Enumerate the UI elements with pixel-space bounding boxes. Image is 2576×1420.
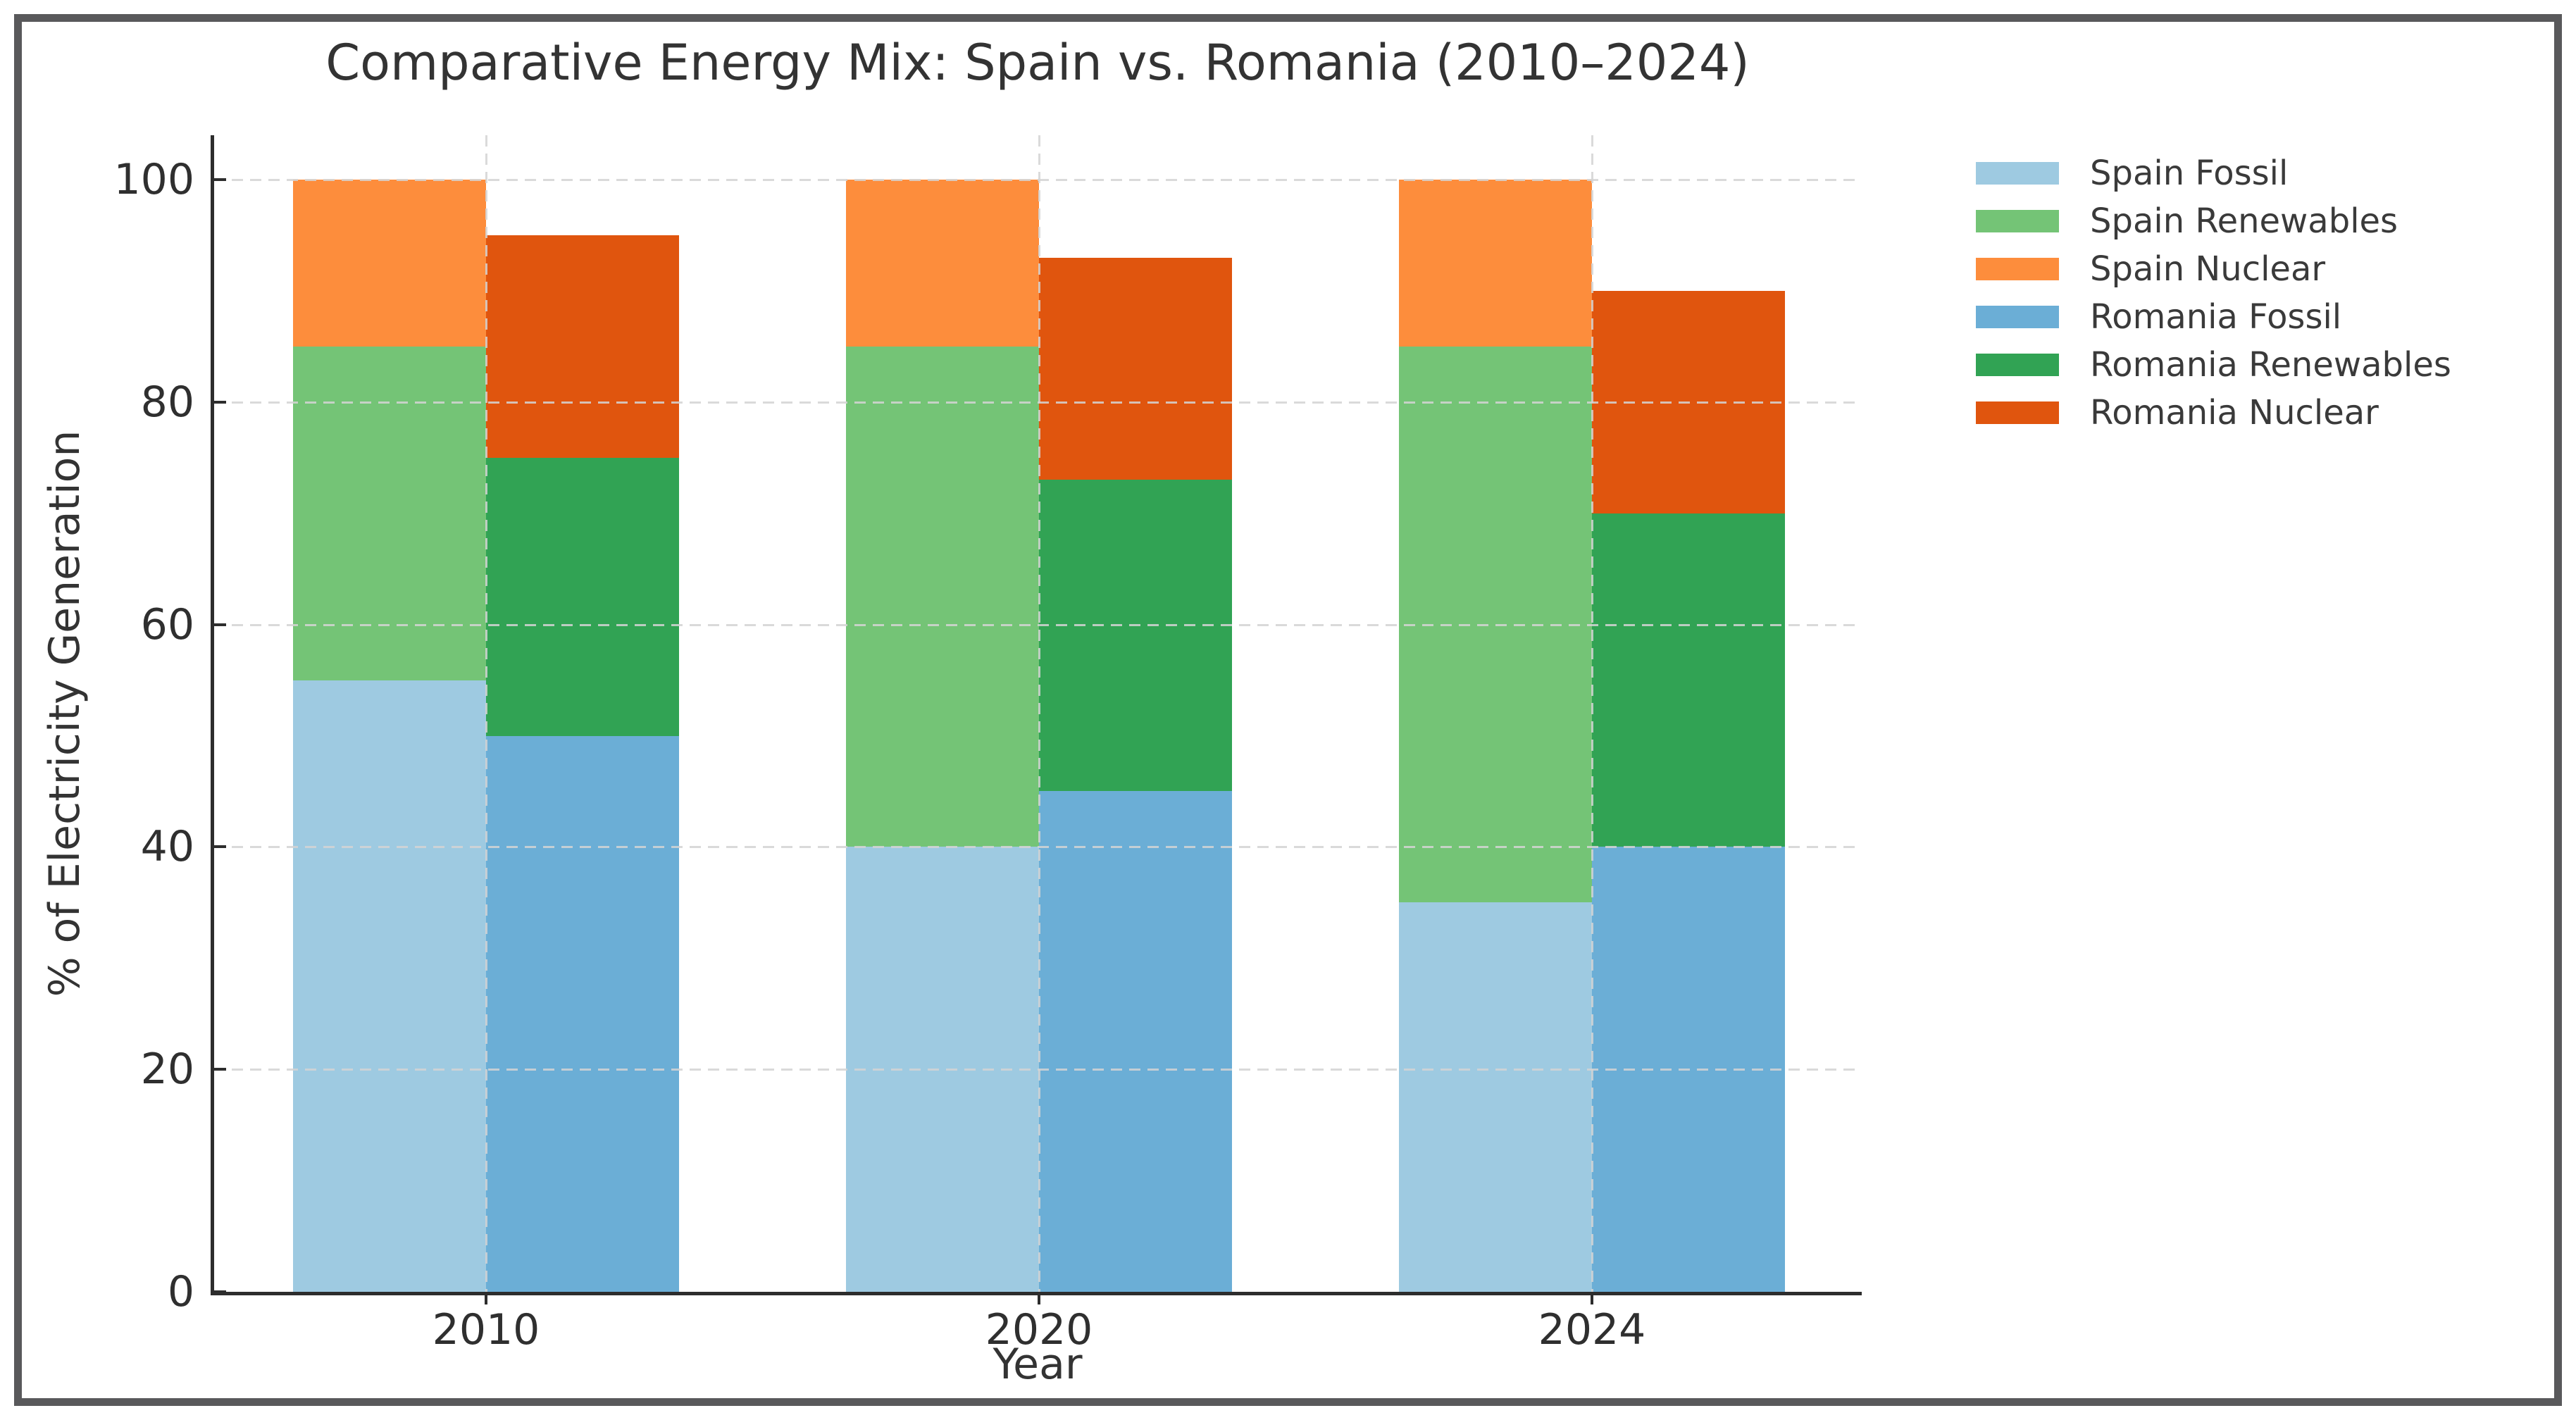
y-tick-label-60: 60 [140,599,194,649]
bar-segment-spain-fossil-2024 [1399,902,1592,1292]
legend-item-spain-nuclear: Spain Nuclear [1976,245,2451,293]
legend-swatch [1976,306,2059,328]
y-tick-20 [212,1068,226,1071]
legend-swatch [1976,210,2059,232]
bar-segment-romania-nuclear-2010 [486,235,679,458]
y-tick-60 [212,623,226,626]
chart-title: Comparative Energy Mix: Spain vs. Romani… [325,34,1750,92]
gridline-x-2010 [485,135,487,1292]
legend-item-romania-nuclear: Romania Nuclear [1976,389,2451,437]
legend-item-spain-fossil: Spain Fossil [1976,149,2451,197]
legend-swatch [1976,401,2059,424]
x-tick-2024 [1591,1292,1593,1304]
y-tick-100 [212,178,226,181]
gridline-x-2020 [1038,135,1040,1292]
bar-segment-romania-renewables-2020 [1039,480,1232,792]
y-tick-40 [212,845,226,849]
y-axis-spine [211,135,214,1295]
legend-label: Spain Nuclear [2090,249,2326,289]
legend-swatch [1976,258,2059,280]
bar-segment-romania-renewables-2010 [486,457,679,736]
y-tick-80 [212,400,226,404]
x-tick-label-2020: 2020 [985,1305,1093,1354]
legend-swatch [1976,354,2059,376]
legend-item-romania-renewables: Romania Renewables [1976,341,2451,389]
x-axis-label: Year [993,1340,1083,1389]
y-tick-label-0: 0 [167,1267,194,1316]
y-axis-label: % of Electricity Generation [40,430,89,997]
bar-segment-romania-fossil-2010 [486,735,679,1292]
y-tick-label-40: 40 [140,822,194,872]
legend-label: Spain Renewables [2090,201,2398,241]
bar-segment-spain-nuclear-2010 [293,180,486,347]
gridline-y-80 [213,401,1862,404]
bar-segment-romania-nuclear-2020 [1039,257,1232,480]
legend-label: Romania Fossil [2090,297,2342,337]
y-tick-label-80: 80 [140,377,194,427]
gridline-y-100 [213,179,1862,181]
legend-label: Spain Fossil [2090,154,2289,193]
x-tick-label-2024: 2024 [1538,1305,1646,1354]
bar-segment-romania-fossil-2020 [1039,791,1232,1292]
x-tick-label-2010: 2010 [432,1305,540,1354]
legend-label: Romania Renewables [2090,345,2451,385]
gridline-y-20 [213,1069,1862,1071]
y-tick-label-20: 20 [140,1045,194,1095]
bar-segment-spain-fossil-2010 [293,680,486,1292]
gridline-x-2024 [1591,135,1593,1292]
x-axis-spine [211,1292,1862,1295]
legend-item-spain-renewables: Spain Renewables [1976,197,2451,245]
gridline-y-60 [213,623,1862,626]
bar-segment-romania-renewables-2024 [1592,513,1785,847]
bar-segment-spain-renewables-2020 [846,346,1039,847]
legend-item-romania-fossil: Romania Fossil [1976,293,2451,341]
legend-label: Romania Nuclear [2090,393,2379,432]
bar-segment-spain-nuclear-2020 [846,180,1039,347]
y-tick-label-100: 100 [113,155,194,204]
legend: Spain Fossil Spain Renewables Spain Nuclea… [1976,149,2451,437]
legend-swatch [1976,162,2059,185]
x-tick-2010 [485,1292,487,1304]
bar-segment-spain-renewables-2010 [293,346,486,680]
gridline-y-40 [213,846,1862,849]
bar-segment-spain-nuclear-2024 [1399,180,1592,347]
x-tick-2020 [1038,1292,1040,1304]
